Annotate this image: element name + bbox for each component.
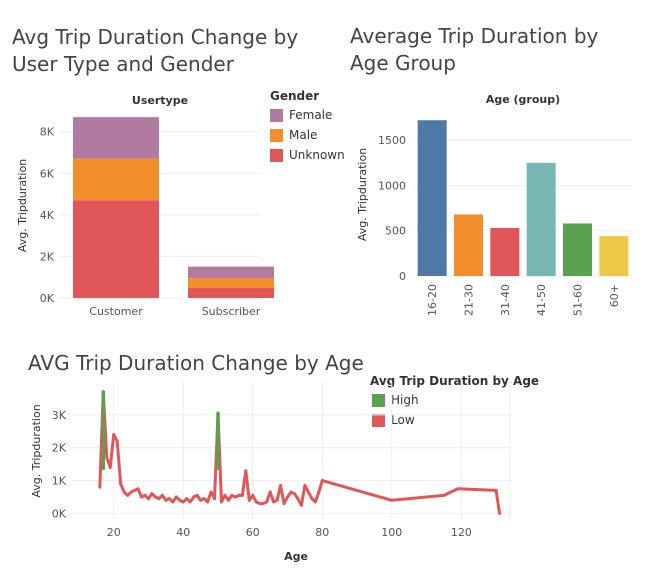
x-tick-label: 20 — [107, 526, 121, 539]
y-tick-label: 1500 — [378, 134, 406, 147]
y-tick-label: 8K — [40, 126, 55, 139]
gender-legend-title: Gender — [270, 89, 320, 103]
age-group-column-header: Age (group) — [486, 93, 560, 106]
bar-16-20 — [417, 120, 447, 276]
chart-duration-by-age: 20 40 60 80 100 120 0K 1K 2K 3K Avg. Tripduration A… — [30, 382, 511, 563]
bar-segment-male — [188, 278, 274, 289]
line-segment — [299, 484, 307, 507]
y-tick-label: 0 — [399, 270, 406, 283]
legend-label-male: Male — [289, 128, 318, 142]
y-tick-label: 0K — [40, 292, 55, 305]
usertype-column-header: Usertype — [132, 94, 188, 107]
y-tick-label: 1K — [52, 475, 67, 488]
x-tick-label: 21-30 — [463, 284, 476, 316]
x-axis-label: Age — [284, 550, 308, 563]
legend-swatch-male — [270, 128, 283, 142]
chart2-title: Average Trip Duration by Age Group — [350, 24, 599, 75]
y-tick-label: 500 — [385, 225, 406, 238]
bar-60+ — [599, 236, 629, 276]
bar-segment-male — [73, 158, 159, 201]
legend-item-unknown[interactable]: Unknown — [270, 148, 345, 162]
legend-label-high: High — [391, 393, 419, 407]
line-segment — [442, 487, 460, 497]
y-axis-label: Avg. Tripduration — [30, 404, 43, 497]
chart-usertype-gender: Usertype 0K 2K 4K 6K 8K Avg. Tripduration Custo… — [16, 94, 274, 318]
bar-41-50 — [526, 162, 556, 276]
x-tick-label: 60+ — [608, 284, 621, 307]
legend-label-female: Female — [289, 108, 333, 122]
chart-age-group: Age (group) 0 500 1000 1500 Avg. Tripduration… — [356, 93, 632, 316]
chart3-title: AVG Trip Duration Change by Age — [28, 351, 364, 375]
line-segment — [279, 484, 286, 506]
legend-item-high[interactable]: High — [372, 393, 419, 407]
legend-swatch-high — [372, 393, 385, 407]
legend-swatch-female — [270, 108, 283, 122]
bar-51-60 — [563, 223, 592, 276]
y-tick-label: 2K — [52, 442, 67, 455]
y-axis-label: Avg. Tripduration — [16, 159, 29, 252]
x-tick-label: 80 — [315, 526, 329, 539]
legend-label-low: Low — [391, 413, 415, 427]
x-tick-label: 31-40 — [499, 284, 512, 316]
bar-21-30 — [454, 214, 483, 276]
bar-segment-unknown — [73, 200, 159, 298]
line-segment — [108, 433, 116, 469]
x-tick-label: 41-50 — [535, 284, 548, 316]
legend-item-low[interactable]: Low — [372, 413, 415, 427]
line-segment — [390, 493, 446, 502]
y-tick-label: 0K — [52, 507, 67, 520]
legend-swatch-low — [372, 413, 385, 427]
legend-swatch-unknown — [270, 148, 283, 162]
legend-item-female[interactable]: Female — [270, 108, 332, 122]
y-tick-label: 6K — [40, 167, 55, 180]
bar-segment-female — [188, 266, 274, 279]
y-tick-label: 3K — [52, 409, 67, 422]
x-tick-label: 60 — [246, 526, 260, 539]
line-segment — [494, 488, 502, 515]
x-tick-label: Customer — [89, 305, 143, 318]
line-segment — [268, 490, 276, 504]
y-tick-label: 2K — [40, 250, 55, 263]
line-segment — [317, 479, 324, 494]
x-tick-label: Subscriber — [202, 305, 261, 318]
y-axis-label: Avg. Tripduration — [356, 148, 369, 241]
legend-label-unknown: Unknown — [289, 148, 345, 162]
line-segment — [456, 487, 498, 492]
line-segment — [320, 479, 394, 502]
x-tick-label: 16-20 — [426, 284, 439, 316]
x-tick-label: 51-60 — [572, 284, 585, 316]
age-legend-title: Avg Trip Duration by Age — [370, 374, 540, 388]
line-segment — [244, 469, 251, 502]
x-tick-label: 40 — [176, 526, 190, 539]
bar-segment-female — [73, 117, 159, 159]
x-tick-label: 120 — [451, 526, 472, 539]
bar-31-40 — [490, 228, 520, 276]
x-tick-label: 100 — [381, 526, 402, 539]
y-tick-label: 1000 — [378, 179, 406, 192]
bar-segment-unknown — [188, 288, 274, 298]
y-tick-label: 4K — [40, 209, 55, 222]
legend-item-male[interactable]: Male — [270, 128, 317, 142]
line-segment — [115, 439, 123, 486]
line-segment — [313, 490, 321, 504]
chart1-title: Avg Trip Duration Change by User Type an… — [12, 25, 299, 76]
